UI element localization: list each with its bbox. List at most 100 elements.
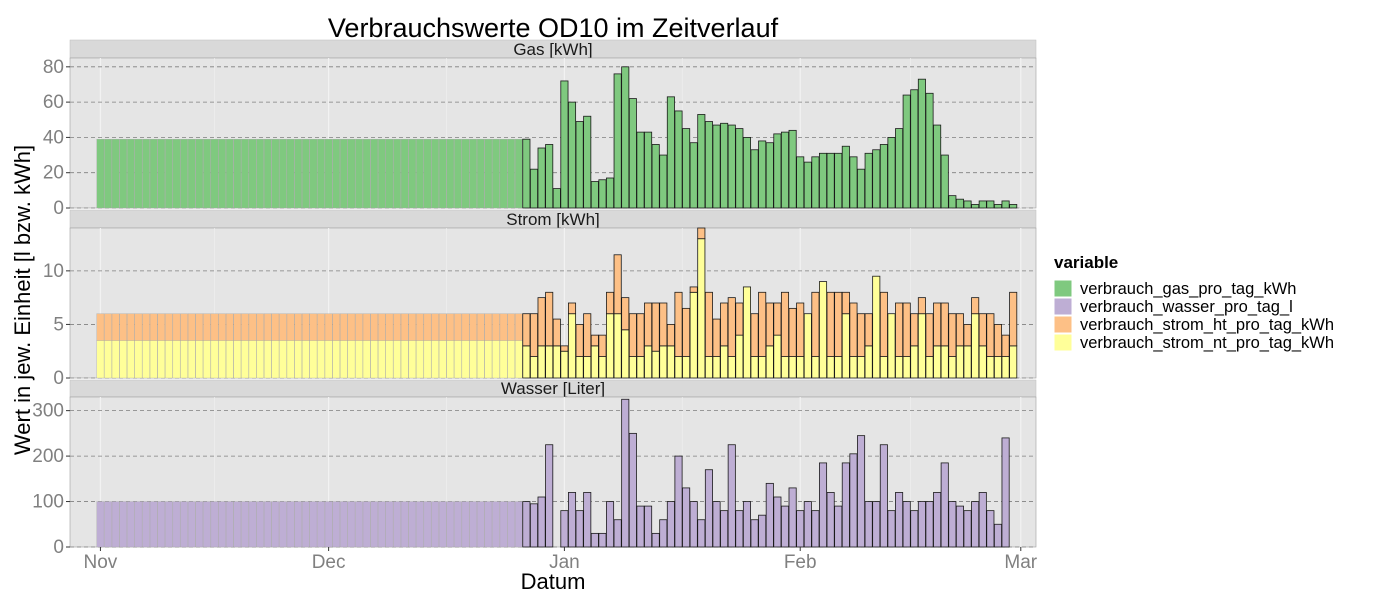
panel-3: Wasser [Liter] 0 100 200 300	[32, 379, 1037, 558]
bar-verbrauch_wasser_pro_tag_l	[857, 435, 866, 548]
bar-verbrauch_strom_ht_pro_tag_kWh	[180, 313, 188, 341]
bar-verbrauch_strom_nt_pro_tag_kWh	[317, 340, 325, 379]
bar-verbrauch_strom_ht_pro_tag_kWh	[187, 313, 196, 341]
x-tick-label: Mar	[1004, 552, 1037, 573]
bar-verbrauch_strom_ht_pro_tag_kWh	[902, 302, 911, 357]
bar-verbrauch_wasser_pro_tag_l	[355, 501, 363, 548]
bar-verbrauch_wasser_pro_tag_l	[689, 501, 698, 548]
bar-verbrauch_wasser_pro_tag_l	[697, 519, 706, 548]
legend-label: verbrauch_gas_pro_tag_kWh	[1080, 280, 1296, 298]
bar-verbrauch_strom_nt_pro_tag_kWh	[659, 345, 668, 379]
bar-verbrauch_strom_nt_pro_tag_kWh	[210, 340, 219, 379]
bar-verbrauch_wasser_pro_tag_l	[636, 505, 645, 548]
bar-verbrauch_strom_ht_pro_tag_kWh	[841, 291, 850, 315]
panel-1: Gas [kWh] 0 20 40 60 80	[43, 39, 1037, 219]
bar-verbrauch_strom_ht_pro_tag_kWh	[651, 302, 660, 352]
bar-verbrauch_strom_ht_pro_tag_kWh	[225, 313, 234, 341]
bar-verbrauch_strom_nt_pro_tag_kWh	[286, 340, 295, 379]
bar-verbrauch_wasser_pro_tag_l	[803, 501, 812, 548]
bar-verbrauch_gas_pro_tag_kWh	[195, 139, 204, 209]
bar-verbrauch_strom_nt_pro_tag_kWh	[187, 340, 196, 379]
bar-verbrauch_wasser_pro_tag_l	[948, 501, 957, 548]
bar-verbrauch_gas_pro_tag_kWh	[750, 149, 759, 209]
bar-verbrauch_strom_ht_pro_tag_kWh	[796, 302, 805, 357]
bar-verbrauch_wasser_pro_tag_l	[758, 514, 767, 548]
bar-verbrauch_strom_nt_pro_tag_kWh	[484, 340, 493, 379]
bar-verbrauch_strom_ht_pro_tag_kWh	[263, 313, 272, 341]
bar-verbrauch_wasser_pro_tag_l	[157, 501, 166, 548]
bar-verbrauch_wasser_pro_tag_l	[887, 510, 896, 548]
bar-verbrauch_gas_pro_tag_kWh	[773, 133, 782, 209]
bar-verbrauch_strom_ht_pro_tag_kWh	[286, 313, 295, 341]
bar-verbrauch_strom_ht_pro_tag_kWh	[378, 313, 386, 341]
bar-verbrauch_wasser_pro_tag_l	[819, 462, 828, 548]
bar-verbrauch_strom_nt_pro_tag_kWh	[271, 340, 280, 379]
bar-verbrauch_strom_ht_pro_tag_kWh	[560, 345, 569, 352]
bar-verbrauch_gas_pro_tag_kWh	[507, 139, 515, 209]
bar-verbrauch_wasser_pro_tag_l	[515, 501, 523, 548]
bar-verbrauch_wasser_pro_tag_l	[218, 501, 226, 548]
bar-verbrauch_gas_pro_tag_kWh	[788, 129, 797, 209]
bar-verbrauch_strom_nt_pro_tag_kWh	[857, 356, 866, 379]
bar-verbrauch_wasser_pro_tag_l	[750, 519, 759, 548]
bar-verbrauch_wasser_pro_tag_l	[849, 453, 858, 548]
bar-verbrauch_strom_ht_pro_tag_kWh	[986, 313, 995, 357]
bar-verbrauch_strom_ht_pro_tag_kWh	[416, 313, 424, 341]
bar-verbrauch_wasser_pro_tag_l	[765, 482, 774, 548]
bar-verbrauch_strom_nt_pro_tag_kWh	[742, 286, 751, 379]
bar-verbrauch_strom_nt_pro_tag_kWh	[279, 340, 287, 379]
bar-verbrauch_wasser_pro_tag_l	[606, 501, 615, 548]
bar-verbrauch_strom_nt_pro_tag_kWh	[233, 340, 242, 379]
legend-key	[1053, 297, 1073, 316]
bar-verbrauch_wasser_pro_tag_l	[263, 501, 272, 548]
bar-verbrauch_gas_pro_tag_kWh	[902, 94, 911, 209]
bar-verbrauch_strom_ht_pro_tag_kWh	[134, 313, 143, 341]
bar-verbrauch_wasser_pro_tag_l	[142, 501, 150, 548]
bar-verbrauch_strom_ht_pro_tag_kWh	[925, 313, 934, 357]
legend: variable verbrauch_gas_pro_tag_kWhverbra…	[1053, 253, 1334, 352]
bar-verbrauch_wasser_pro_tag_l	[127, 501, 135, 548]
bar-verbrauch_gas_pro_tag_kWh	[210, 139, 219, 209]
bar-verbrauch_strom_nt_pro_tag_kWh	[613, 313, 622, 379]
bar-verbrauch_strom_nt_pro_tag_kWh	[195, 340, 204, 379]
bar-verbrauch_wasser_pro_tag_l	[963, 510, 972, 548]
bar-verbrauch_wasser_pro_tag_l	[332, 501, 340, 548]
bar-verbrauch_gas_pro_tag_kWh	[423, 139, 432, 209]
bar-verbrauch_gas_pro_tag_kWh	[537, 147, 546, 209]
bar-verbrauch_strom_ht_pro_tag_kWh	[849, 302, 858, 357]
bar-verbrauch_strom_nt_pro_tag_kWh	[340, 340, 348, 379]
bar-verbrauch_strom_ht_pro_tag_kWh	[545, 291, 554, 347]
bar-verbrauch_strom_nt_pro_tag_kWh	[636, 356, 645, 379]
bar-verbrauch_strom_nt_pro_tag_kWh	[910, 345, 919, 379]
facet-strip-label: Strom [kWh]	[506, 210, 600, 229]
bar-verbrauch_gas_pro_tag_kWh	[431, 139, 439, 209]
bar-verbrauch_gas_pro_tag_kWh	[704, 121, 713, 209]
bar-verbrauch_gas_pro_tag_kWh	[895, 128, 904, 209]
bar-verbrauch_strom_nt_pro_tag_kWh	[537, 345, 546, 379]
facet-strip-label: Gas [kWh]	[513, 40, 592, 59]
facet-strip-label: Wasser [Liter]	[501, 379, 605, 398]
bar-verbrauch_wasser_pro_tag_l	[712, 501, 721, 548]
bar-verbrauch_gas_pro_tag_kWh	[96, 139, 105, 209]
x-tick-label: Dec	[312, 552, 346, 573]
bar-verbrauch_gas_pro_tag_kWh	[225, 139, 234, 209]
bar-verbrauch_gas_pro_tag_kWh	[682, 128, 691, 209]
bar-verbrauch_wasser_pro_tag_l	[598, 532, 607, 548]
bar-verbrauch_strom_nt_pro_tag_kWh	[948, 356, 957, 379]
bar-verbrauch_strom_nt_pro_tag_kWh	[887, 313, 896, 379]
bar-verbrauch_wasser_pro_tag_l	[925, 501, 934, 548]
bar-verbrauch_wasser_pro_tag_l	[841, 462, 850, 548]
bar-verbrauch_strom_nt_pro_tag_kWh	[849, 356, 858, 379]
bar-verbrauch_strom_ht_pro_tag_kWh	[302, 313, 310, 341]
bar-verbrauch_strom_nt_pro_tag_kWh	[917, 313, 926, 379]
bar-verbrauch_gas_pro_tag_kWh	[978, 200, 987, 209]
bar-verbrauch_strom_ht_pro_tag_kWh	[111, 313, 120, 341]
bar-verbrauch_strom_ht_pro_tag_kWh	[203, 313, 211, 341]
bar-verbrauch_strom_ht_pro_tag_kWh	[529, 313, 538, 357]
bar-verbrauch_wasser_pro_tag_l	[286, 501, 295, 548]
bar-verbrauch_gas_pro_tag_kWh	[552, 188, 561, 209]
bar-verbrauch_wasser_pro_tag_l	[628, 432, 637, 548]
bar-verbrauch_wasser_pro_tag_l	[560, 510, 569, 548]
